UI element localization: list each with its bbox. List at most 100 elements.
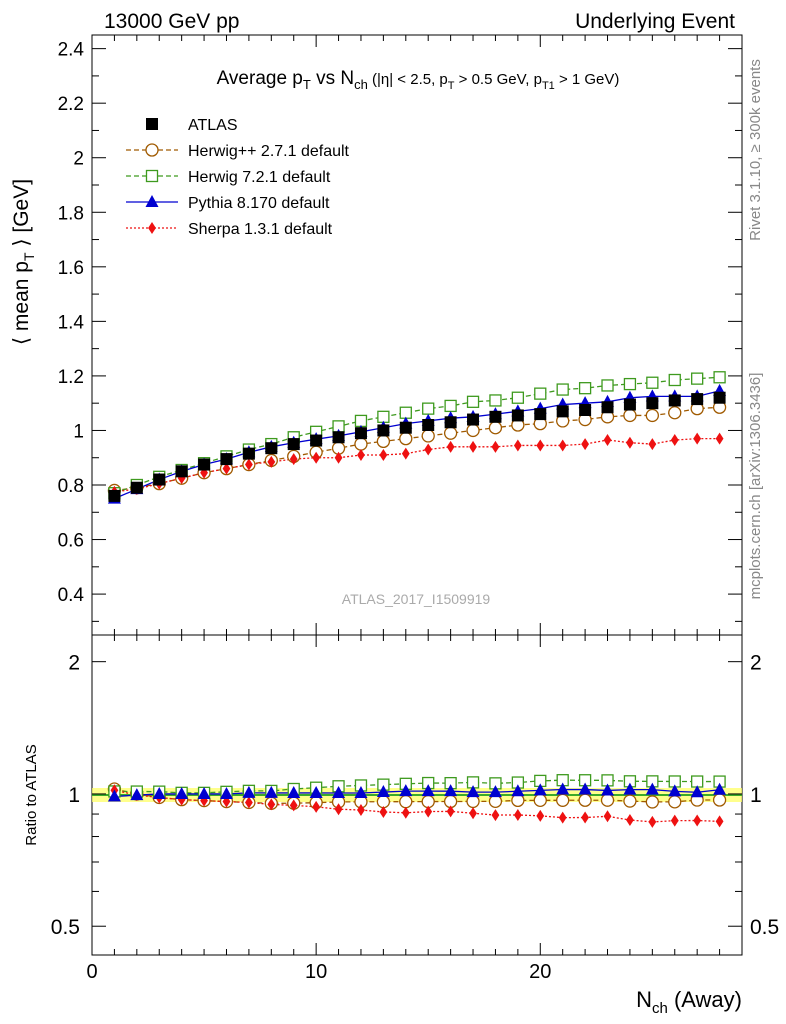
atlas-point (220, 453, 233, 466)
pythia-8-170-default-ratio-point (623, 782, 637, 795)
sherpa-1-3-1-default-point (491, 440, 500, 453)
sherpa-1-3-1-default-point (626, 436, 634, 449)
sherpa-1-3-1-default-point (648, 438, 657, 451)
herwig-2-7-1-default-ratio-point (466, 794, 480, 809)
herwig-2-7-1-default-point (421, 429, 435, 443)
atlas-point (153, 473, 166, 486)
atlas-point (265, 442, 278, 455)
herwig-2-7-1-default-ratio-point (533, 793, 547, 808)
atlas-point (534, 408, 547, 421)
atlas-point (310, 434, 323, 447)
herwig-2-7-1-default-ratio-point (376, 795, 391, 809)
sherpa-1-3-1-default-point (267, 455, 276, 468)
sherpa-1-3-1-default-ratio-point (424, 805, 433, 818)
atlas-point (108, 489, 121, 502)
sherpa-1-3-1-default-ratio-point (558, 811, 567, 824)
x-tick-label: 0 (86, 961, 97, 983)
pythia-8-170-default-ratio-point (197, 786, 211, 799)
herwig-2-7-1-default-ratio-point (668, 795, 682, 809)
herwig-7-2-1-default-point (646, 376, 659, 389)
pythia-8-170-default-ratio-point (376, 785, 390, 798)
sherpa-1-3-1-default-point (244, 458, 253, 471)
atlas-point (399, 421, 412, 434)
herwig-2-7-1-default-point (399, 431, 413, 446)
pythia-8-170-default-ratio-point (309, 785, 323, 798)
atlas-point (444, 416, 457, 429)
herwig-2-7-1-default-point (376, 434, 391, 449)
atlas-point (332, 431, 345, 444)
herwig-2-7-1-default-point (668, 406, 682, 420)
sherpa-1-3-1-default-point (222, 462, 231, 475)
herwig-2-7-1-default-ratio-point (578, 793, 592, 807)
y-tick-label: 0.8 (58, 476, 84, 497)
x-axis-label: Nch (Away) (636, 987, 742, 1017)
pythia-8-170-default-ratio-point (488, 785, 502, 798)
sherpa-1-3-1-default-ratio-point (312, 800, 321, 813)
pythia-8-170-default-ratio-point (399, 784, 413, 797)
sherpa-1-3-1-default-ratio-point (693, 814, 702, 827)
pythia-8-170-default-ratio-point (287, 785, 301, 798)
ratio-tick-label: 1 (68, 784, 80, 807)
y-tick-label: 1 (73, 421, 84, 442)
pythia-8-170-default-ratio-point (645, 782, 659, 795)
atlas-point (467, 413, 480, 426)
sherpa-1-3-1-default-ratio-point (648, 815, 657, 828)
herwig-2-7-1-default-ratio-point (488, 794, 503, 809)
sherpa-1-3-1-default-point (334, 451, 343, 464)
sherpa-1-3-1-default-ratio-point (357, 804, 365, 817)
sherpa-1-3-1-default-point (446, 440, 455, 453)
sherpa-1-3-1-default-point (581, 438, 590, 451)
sherpa-1-3-1-default-point (469, 440, 477, 453)
pythia-8-170-default-ratio-point (601, 783, 615, 796)
herwig-7-2-1-default-point (691, 372, 704, 385)
sherpa-1-3-1-default-point (401, 447, 410, 460)
pythia-8-170-default-ratio-point (690, 785, 704, 798)
herwig-2-7-1-default-point (623, 408, 637, 423)
atlas-point (198, 458, 211, 471)
atlas-point (287, 438, 300, 451)
ratio-tick-label-right: 1 (750, 784, 762, 807)
sherpa-1-3-1-default-point (693, 432, 702, 445)
sherpa-1-3-1-default-point (603, 434, 612, 446)
sherpa-1-3-1-default-ratio-point (446, 805, 455, 818)
sherpa-1-3-1-default-ratio-point (289, 799, 298, 812)
herwig-2-7-1-default-point (466, 423, 480, 438)
herwig-2-7-1-default-ratio-line (114, 788, 720, 805)
pythia-8-170-default-ratio-point (444, 784, 458, 797)
herwig-7-2-1-default-point (511, 391, 525, 404)
ratio-tick-label-right: 2 (750, 652, 762, 675)
y-tick-label: 2 (73, 149, 84, 170)
pythia-8-170-default-ratio-line (114, 788, 720, 798)
axis-ticks: 0 10 20 0.4 0.6 0.8 1 1.2 1.4 1.6 1.8 2 2.2 2.4 0.5 0.5… (51, 35, 779, 983)
atlas-point (556, 405, 569, 418)
pythia-8-170-default-ratio-point (533, 783, 547, 796)
herwig-2-7-1-default-point (443, 426, 458, 440)
atlas-point (623, 398, 636, 411)
herwig-7-2-1-default-point (713, 371, 726, 384)
herwig-2-7-1-default-point (488, 421, 503, 435)
chart-title: Average pT vs Nch (|η| < 2.5, pT > 0.5 G… (217, 68, 620, 92)
herwig-7-2-1-default-point (466, 395, 480, 408)
sherpa-1-3-1-default-point (357, 449, 365, 461)
pythia-8-170-default-ratio-point (668, 784, 682, 797)
y-tick-label: 1.8 (58, 203, 84, 224)
herwig-2-7-1-default-line (114, 406, 720, 492)
pythia-8-170-default-ratio-point (332, 785, 346, 798)
sherpa-1-3-1-default-ratio-point (670, 814, 679, 827)
atlas-point (175, 465, 188, 478)
herwig-7-2-1-default-point (556, 383, 569, 396)
sherpa-1-3-1-default-point (670, 434, 679, 446)
header-right: Underlying Event (575, 10, 735, 33)
sherpa-1-3-1-default-point (558, 439, 567, 452)
pythia-8-170-default-ratio-point (713, 782, 727, 795)
sherpa-1-3-1-default-ratio-point (379, 805, 388, 818)
atlas-point (422, 419, 435, 431)
sherpa-1-3-1-default-point (312, 451, 321, 464)
herwig-7-2-1-default-point (489, 394, 502, 407)
header-left: 13000 GeV pp (104, 10, 239, 33)
pythia-8-170-default-ratio-point (264, 785, 278, 798)
legend: ATLAS Herwig++ 2.7.1 default Herwig 7.2.1 … (126, 117, 350, 238)
legend-label-herwig-2-7-1-default: Herwig++ 2.7.1 default (188, 143, 350, 160)
sherpa-1-3-1-default-line (114, 437, 720, 493)
